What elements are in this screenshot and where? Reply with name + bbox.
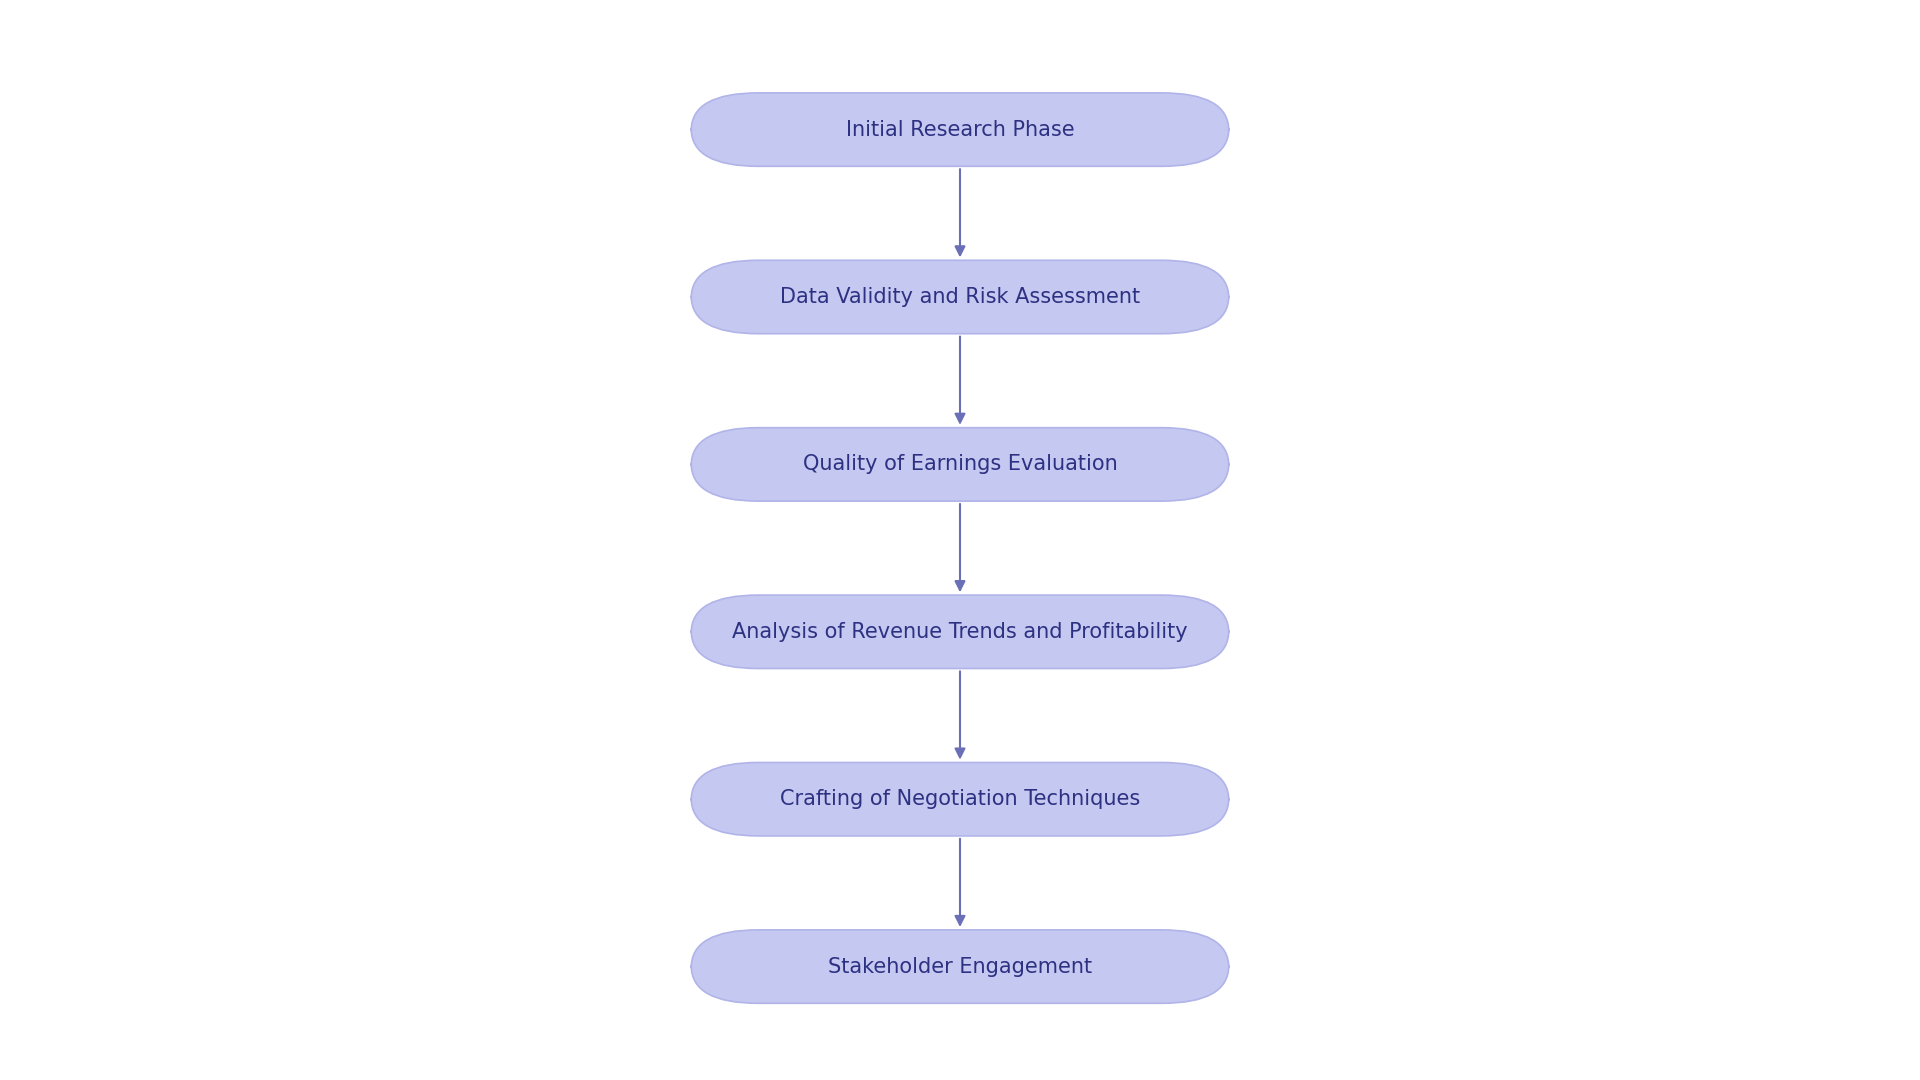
FancyBboxPatch shape [691,930,1229,1003]
FancyBboxPatch shape [691,260,1229,334]
Text: Analysis of Revenue Trends and Profitability: Analysis of Revenue Trends and Profitabi… [732,622,1188,642]
Text: Data Validity and Risk Assessment: Data Validity and Risk Assessment [780,287,1140,307]
Text: Crafting of Negotiation Techniques: Crafting of Negotiation Techniques [780,789,1140,809]
Text: Stakeholder Engagement: Stakeholder Engagement [828,957,1092,976]
FancyBboxPatch shape [691,595,1229,669]
Text: Initial Research Phase: Initial Research Phase [845,120,1075,139]
FancyBboxPatch shape [691,428,1229,501]
Text: Quality of Earnings Evaluation: Quality of Earnings Evaluation [803,455,1117,474]
FancyBboxPatch shape [691,93,1229,166]
FancyBboxPatch shape [691,762,1229,836]
